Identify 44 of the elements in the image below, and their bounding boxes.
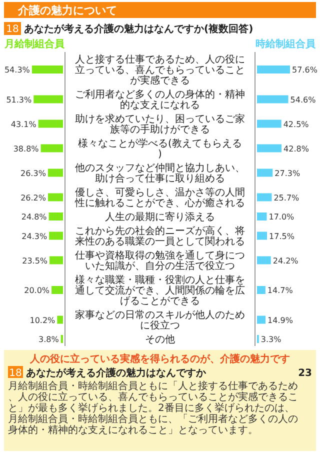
data-label: 17.0% — [268, 212, 295, 222]
y-tick-label: 他のスタッフなど仲間と協力しあい、助け合って仕事に取り組める — [75, 162, 245, 184]
y-tick-label: 仕事や資格取得の勉強を通して身についた知識が、自分の生活で役立つ — [75, 250, 245, 272]
text: あなたが考える介護の魅力はなんですか — [26, 367, 207, 379]
data-label: 42.8% — [284, 144, 310, 154]
y-tick-label: 様々な職業・職種・役割の人と仕事を通して交流ができ、人間関係の輪を広げることができる — [75, 274, 245, 307]
data-label: 3.3% — [260, 335, 282, 344]
text: あなたが考える介護の魅力はなんですか(複数回答) — [24, 23, 254, 35]
data-label: 14.7% — [267, 286, 294, 295]
y-tick-label: 助けを求めていたり、困っているご家族等の手助けができる — [75, 113, 245, 136]
data-label: 54.6% — [290, 95, 316, 104]
data-label: 20.0% — [24, 286, 50, 295]
y-tick-label: その他 — [145, 334, 175, 346]
data-label: 24.8% — [21, 212, 48, 222]
data-label: 17.5% — [269, 232, 295, 241]
data-label: 24.2% — [272, 256, 299, 266]
text: 人の役に立っている実感を得られるのが、介護の魅力です — [29, 353, 290, 365]
data-label: 42.5% — [283, 120, 310, 129]
data-label: 3.8% — [38, 335, 60, 344]
data-label: 10.2% — [30, 316, 56, 325]
y-tick-label: 優しさ、可愛らしさ、温かさ等の人間性に触れることができ、心が癒される — [74, 186, 245, 209]
y-tick-label: 様々なことが学べる(教えてもらえる) — [78, 138, 242, 160]
data-label: 51.3% — [6, 95, 32, 104]
series-label: 月給制組合員 — [4, 38, 66, 50]
data-label: 57.6% — [292, 66, 318, 74]
data-label: 24.3% — [22, 232, 48, 241]
data-label: 26.2% — [20, 193, 46, 202]
y-tick-label: ご利用者など多くの人の身体的・精神的な支えになれる — [75, 88, 245, 111]
data-label: 26.3% — [20, 168, 46, 178]
y-tick-label: 人と接する仕事であるため、人の役に立っている、喜んでもらっていることが実感できる — [75, 54, 245, 86]
text: 23 — [298, 368, 312, 379]
data-label: 38.8% — [13, 144, 40, 154]
data-label: 25.7% — [274, 193, 300, 202]
data-label: 23.5% — [22, 256, 48, 266]
text: 月給制組合員・時給制組合員ともに「人と接する仕事であるため、人の役に立っている、喜んでもらっていることが実感できること」が最も多く挙げられました。2番目に多く挙げられたのは、月給制組合員・時給制組合員ともに、「ご利用者など多くの人の身体的・精神的な支えになれること」となっています。 — [8, 380, 298, 436]
data-label: 14.9% — [268, 316, 294, 325]
data-label: 54.3% — [4, 66, 30, 74]
text: 介護の魅力について — [17, 4, 117, 17]
data-label: 43.1% — [10, 120, 37, 129]
data-label: 27.3% — [274, 168, 300, 178]
series-label: 時給制組合員 — [256, 38, 316, 50]
y-tick-label: 人生の最期に寄り添える — [105, 211, 215, 223]
y-tick-label: 家事などの日常のスキルが他人のために役立つ — [75, 309, 245, 332]
y-tick-label: これから先の社会的ニーズが高く、将来性のある職業の一員として関われる — [75, 225, 245, 248]
